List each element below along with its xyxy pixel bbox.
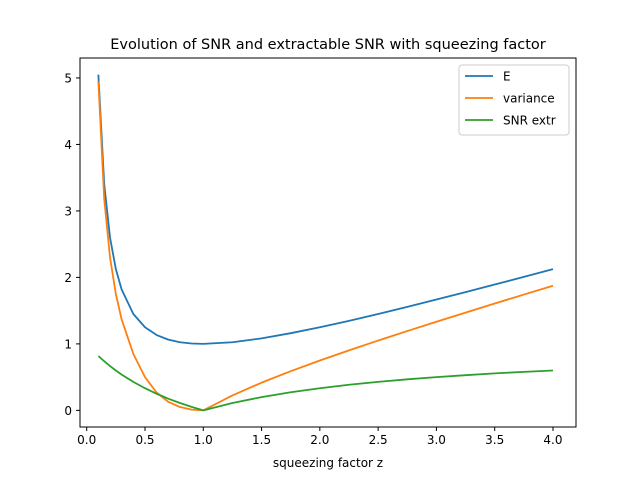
x-tick-label: 0.0 [77, 433, 96, 447]
y-tick-label: 0 [64, 404, 72, 418]
y-axis-ticks: 0 1 2 3 4 5 [64, 71, 80, 418]
y-tick-label: 5 [64, 71, 72, 85]
x-tick-label: 0.5 [135, 433, 154, 447]
legend-label-1: variance [503, 92, 555, 106]
x-tick-label: 4.0 [543, 433, 562, 447]
series-layer [97, 74, 554, 412]
y-tick-label: 2 [64, 271, 72, 285]
plot-area [79, 57, 577, 428]
y-tick-label: 4 [64, 138, 72, 152]
legend-label-0: E [503, 70, 511, 84]
legend-box [458, 64, 570, 136]
series-line-2 [97, 355, 554, 412]
x-tick-label: 1.0 [194, 433, 213, 447]
series-line-0 [97, 74, 554, 345]
x-tick-label: 2.0 [310, 433, 329, 447]
legend-label-2: SNR extr [503, 114, 556, 128]
x-tick-label: 1.5 [252, 433, 271, 447]
axes-frame [79, 57, 577, 428]
x-tick-label: 2.5 [369, 433, 388, 447]
x-tick-label: 3.0 [427, 433, 446, 447]
x-tick-label: 3.5 [485, 433, 504, 447]
y-tick-label: 1 [64, 337, 72, 351]
y-tick-label: 3 [64, 204, 72, 218]
x-axis-ticks: 0.0 0.5 1.0 1.5 2.0 2.5 3.0 3.5 4.0 [77, 427, 563, 447]
chart-title: Evolution of SNR and extractable SNR wit… [110, 37, 546, 53]
series-line-1 [97, 81, 554, 412]
x-axis-label: squeezing factor z [273, 456, 383, 470]
